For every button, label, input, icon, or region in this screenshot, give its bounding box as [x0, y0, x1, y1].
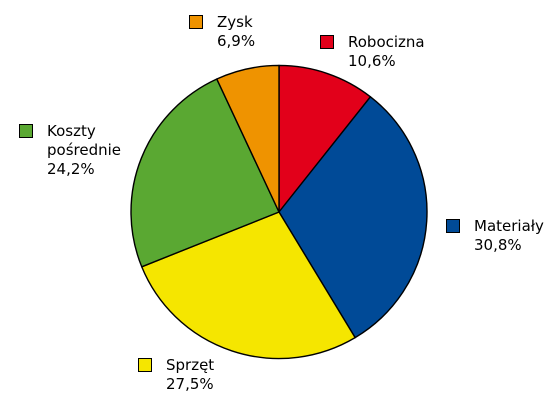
- legend-value-zysk: 6,9%: [217, 32, 256, 50]
- legend-swatch-sprzet: [138, 358, 152, 372]
- legend-swatch-materialy: [446, 219, 460, 233]
- legend-swatch-robocizna: [320, 35, 334, 49]
- legend-swatch-koszty-posrednie: [19, 124, 33, 138]
- pie-slice-koszty-pośrednie: [130, 78, 280, 268]
- legend-value-robocizna: 10,6%: [348, 52, 396, 70]
- legend-value-materialy: 30,8%: [474, 236, 522, 254]
- legend-value-koszty-posrednie: 24,2%: [47, 160, 95, 178]
- legend-label-robocizna: Robocizna: [348, 33, 425, 51]
- legend-value-sprzet: 27,5%: [166, 375, 214, 393]
- pie-slice-sprzęt: [141, 211, 356, 360]
- pie-slice-robocizna: [278, 64, 372, 213]
- legend-zysk: Zysk 6,9%: [189, 13, 255, 51]
- legend-label-sprzet: Sprzęt: [166, 356, 215, 374]
- legend-sprzet: Sprzęt 27,5%: [138, 356, 214, 394]
- legend-robocizna: Robocizna 10,6%: [320, 33, 425, 71]
- legend-swatch-zysk: [189, 15, 203, 29]
- legend-label-koszty-posrednie: Koszty pośrednie: [47, 122, 122, 159]
- legend-materialy: Materiały 30,8%: [446, 217, 544, 255]
- pie-slice-materiały: [278, 96, 428, 339]
- pie-slice-zysk: [216, 64, 280, 213]
- legend-koszty-posrednie: Koszty pośrednie 24,2%: [19, 122, 121, 179]
- legend-label-zysk: Zysk: [217, 13, 253, 31]
- legend-label-materialy: Materiały: [474, 217, 544, 235]
